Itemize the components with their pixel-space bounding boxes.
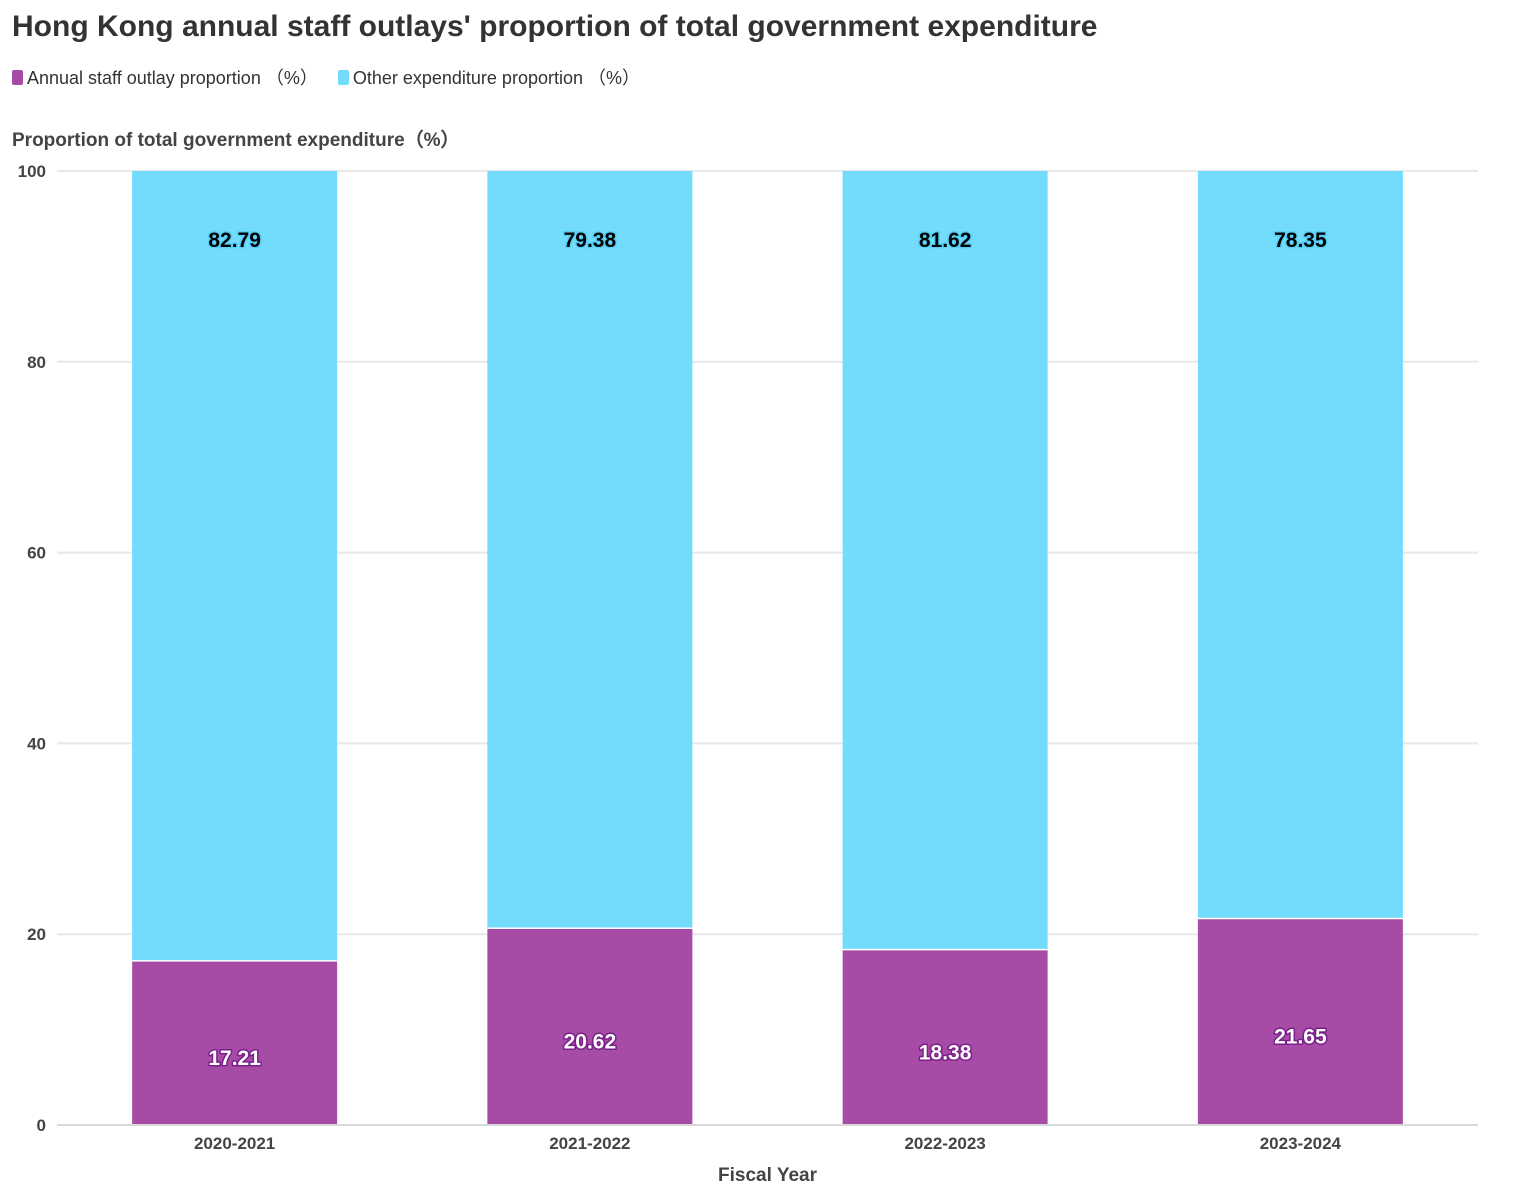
bar-2020-2021-series-1 [132, 171, 338, 961]
legend-label-other-expenditure: Other expenditure proportion （%） [352, 68, 640, 88]
x-tick-label-2020-2021: 2020-2021 [194, 1134, 275, 1153]
bar-2022-2023-series-1 [842, 171, 1048, 950]
data-labels: 17.21 82.79 20.62 79.38 18.38 81.62 21.65 78.35 [207, 228, 1329, 1072]
data-label-2020-2021-series-1: 82.79 [208, 229, 261, 252]
legend-item-other-expenditure[interactable]: Other expenditure proportion （%） [337, 64, 640, 90]
x-tick-label-2022-2023: 2022-2023 [904, 1134, 985, 1153]
bar-2021-2022-series-0 [487, 928, 693, 1125]
y-tick-label-60: 60 [27, 544, 46, 563]
bar-2020-2021-series-0 [132, 960, 338, 1125]
data-label-2022-2023-series-0: 18.38 [919, 1041, 972, 1064]
x-axis-title: Fiscal Year [718, 1165, 818, 1186]
y-axis-title: Proportion of total government expenditu… [12, 130, 460, 151]
y-tick-label-40: 40 [27, 734, 46, 753]
data-label-2023-2024-series-0: 21.65 [1274, 1026, 1327, 1049]
bar-2023-2024-series-0 [1197, 918, 1403, 1125]
legend-swatch-other-expenditure [337, 69, 349, 85]
chart-title: Hong Kong annual staff outlays' proporti… [12, 10, 1098, 43]
legend-label-staff-outlay: Annual staff outlay proportion （%） [27, 68, 318, 88]
bar-2021-2022-series-1 [487, 171, 693, 929]
data-label-2022-2023-series-1: 81.62 [919, 229, 972, 252]
bars [132, 171, 1403, 1125]
legend-item-staff-outlay[interactable]: Annual staff outlay proportion （%） [12, 64, 318, 90]
y-tick-label-20: 20 [27, 925, 46, 944]
data-label-2021-2022-series-0: 20.62 [564, 1031, 617, 1054]
legend: Annual staff outlay proportion （%） Other… [12, 64, 660, 90]
y-tick-label-80: 80 [27, 353, 46, 372]
y-tick-label-0: 0 [37, 1116, 46, 1135]
data-label-2023-2024-series-1: 78.35 [1274, 229, 1327, 252]
x-tick-label-2021-2022: 2021-2022 [549, 1134, 630, 1153]
axes: 0 20 40 60 80 100 2020-2021 2021-2022 2022-2023 2… [18, 162, 1478, 1153]
y-tick-label-100: 100 [18, 162, 46, 181]
bar-2023-2024-series-1 [1197, 171, 1403, 919]
data-label-2021-2022-series-1: 79.38 [564, 229, 617, 252]
bar-2022-2023-series-0 [842, 949, 1048, 1125]
x-tick-label-2023-2024: 2023-2024 [1260, 1134, 1342, 1153]
legend-swatch-staff-outlay [12, 69, 23, 85]
data-label-2020-2021-series-0: 17.21 [208, 1047, 261, 1070]
